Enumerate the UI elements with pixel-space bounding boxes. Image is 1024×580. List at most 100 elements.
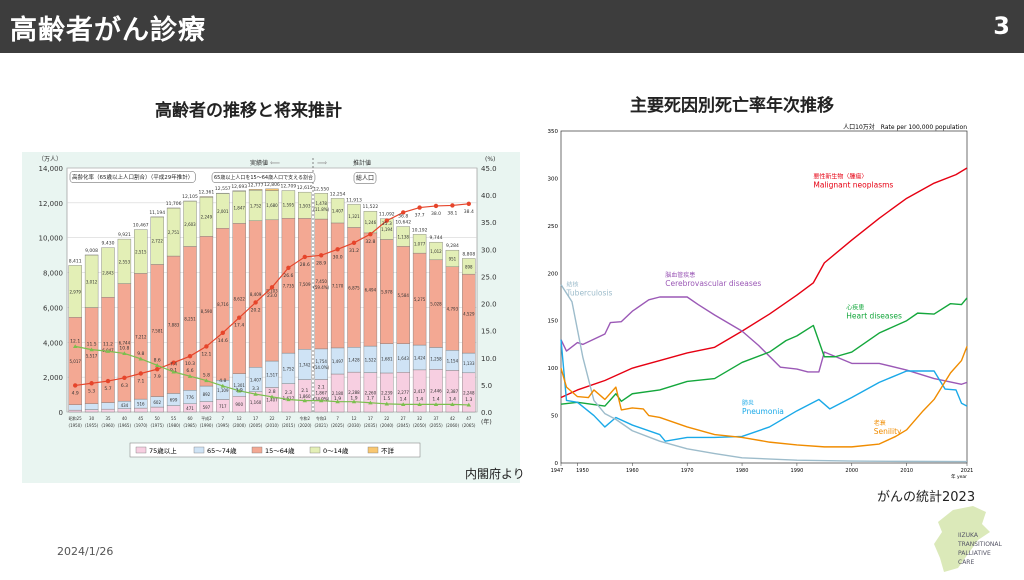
bar-total-label: 12,254 [330,191,346,197]
segment-value-label: 602 [153,400,161,405]
y2-tick-label: 5.0 [481,382,492,390]
segment-value-label: 1,680 [266,203,278,208]
page-number: 3 [993,12,1010,40]
projected-label: 推計値 [353,159,371,167]
x-tick-year-label: (2060) [446,423,460,428]
segment-value-label: 1,138 [397,234,409,239]
line-value-label: 7.1 [137,379,144,385]
segment-value-label: 7,581 [151,328,163,333]
line-point [204,344,208,348]
line-value-label: 2.1 [318,385,325,391]
segment-value-label: 2,751 [168,230,180,235]
bar-segment [85,410,98,412]
bar-total-label: 10,467 [133,223,149,229]
segment-value-label: 1,321 [348,214,360,219]
line-value-label: 1.5 [383,396,390,402]
line-point [106,379,110,383]
segment-value-label: 1,194 [381,227,393,232]
segment-value-label: 1,497 [332,359,344,364]
y-tick-label: 10,000 [39,235,64,243]
y-tick-label: 8,000 [43,270,63,278]
y2-tick-label: 45.0 [481,165,497,173]
x-tick-label: 27 [401,416,407,421]
line-value-label: 30.0 [333,254,343,260]
segment-value-label: 1,109 [217,388,229,393]
x-tick-label: 2000 [845,468,858,474]
x-tick-label: 昭和25 [69,415,83,421]
x-tick-year-label: (1970) [134,423,148,428]
y-tick-label: 14,000 [39,165,64,173]
x-tick-label: 32 [417,416,423,421]
y-tick-label: 0 [555,461,559,467]
x-tick-label: 22 [384,416,390,421]
bar-total-label: 11,913 [346,197,362,203]
y2-tick-label: 40.0 [481,192,497,200]
segment-value-label: 1,752 [250,203,262,208]
segment-value-label: 8,251 [184,316,196,321]
line-point [270,285,274,289]
line-value-label: 4.9 [72,390,79,396]
segment-value-label: 900 [235,402,243,407]
line-value-label: 26.6 [283,273,293,279]
actual-label: 実績値 [250,159,268,167]
legend-label: 65～74歳 [207,446,237,455]
line-value-label: 7.9 [154,374,161,380]
x-tick-label: 30 [89,416,95,421]
svg-text:CARE: CARE [958,559,974,566]
bar-segment [118,409,131,412]
line-value-label: 3.3 [252,386,259,392]
y2-tick-label: 0.0 [481,409,492,417]
segment-value-label: 1,503 [299,203,311,208]
x-tick-label: 35 [105,416,111,421]
y2-tick-label: 10.0 [481,355,497,363]
segment-value-label: 1,077 [414,242,426,247]
line-point [221,331,225,335]
line-value-label: 1.4 [400,396,407,402]
bar-total-label: 12,361 [199,190,215,196]
line-value-label: 2.8 [268,389,275,395]
arrow-left-icon: ⟸ [270,159,280,167]
segment-value-label: 597 [203,405,211,410]
y-tick-label: 50 [551,414,558,420]
x-axis-unit: (年) [481,418,492,426]
segment-value-label: 1,522 [365,357,377,362]
series-label-ja: 老衰 [874,419,886,427]
bar-segment [167,406,180,412]
bar-total-label: 11,092 [379,212,395,218]
y2-axis-unit: (%) [485,156,495,163]
bar-segment [134,408,147,412]
line-value-label: 31.2 [349,248,359,254]
line-point [139,371,143,375]
y-tick-label: 6,000 [43,304,63,312]
svg-text:TRANSITIONAL: TRANSITIONAL [957,541,1003,548]
segment-value-label: 2,446 [430,389,442,394]
segment-value-label: 2,239 [381,390,393,395]
x-tick-label: 7 [336,416,339,421]
x-tick-label: 37 [433,416,439,421]
x-tick-label: 1950 [576,468,589,474]
x-tick-year-label: (1990) [200,423,214,428]
x-tick-label: 1960 [626,468,639,474]
y-axis-unit: 人口10万対 Rate per 100,000 population [843,123,967,131]
x-tick-label: 1980 [736,468,749,474]
segment-value-label: 5,028 [430,302,442,307]
line-point [122,376,126,380]
segment-value-label: 1,847 [233,205,245,210]
x-tick-label: 42 [450,416,456,421]
bar-total-label: 10,192 [412,227,428,233]
slide-date: 2024/1/26 [57,545,113,558]
x-tick-label: 1947 [551,468,564,474]
bar-total-label: 8,411 [69,258,82,264]
left-chart-title: 高齢者の推移と将来推計 [155,96,342,121]
segment-value-label: 1,407 [332,209,344,214]
line-point [155,367,159,371]
line-value-label: 11.2 [103,342,113,348]
x-tick-label: 12 [351,416,357,421]
bar-segment [102,409,115,412]
segment-value-label: 3,012 [86,279,98,284]
segment-value-label: 2,417 [414,389,426,394]
line-value-label: 12.1 [70,338,80,344]
bar-total-label: 9,430 [102,241,115,247]
line-value-label: 28.9 [316,260,326,266]
